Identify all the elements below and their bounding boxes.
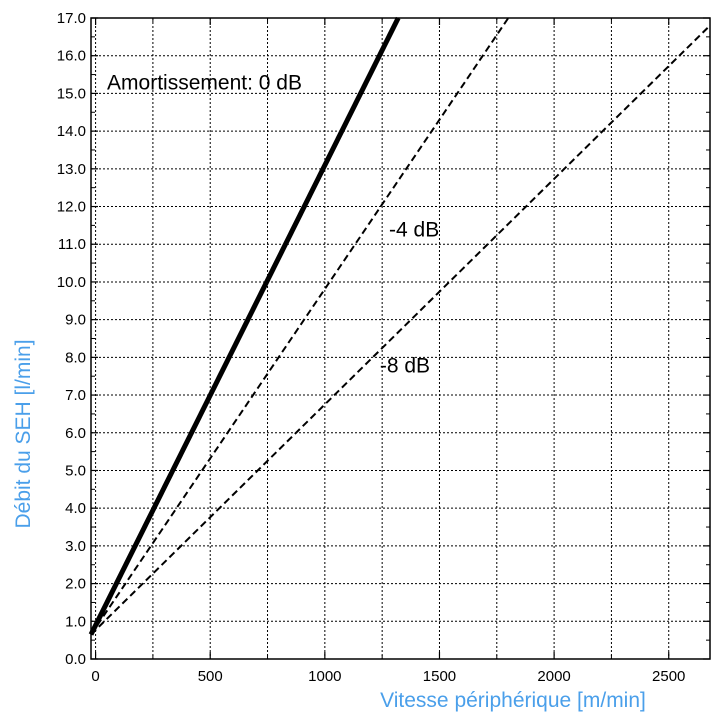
series-line-0 bbox=[88, 16, 401, 636]
y-tick-label: 3.0 bbox=[65, 538, 86, 555]
y-tick-label: 9.0 bbox=[65, 312, 86, 329]
y-tick-label: 7.0 bbox=[65, 387, 86, 404]
x-tick-label: 500 bbox=[198, 668, 223, 685]
y-tick-label: 1.0 bbox=[65, 613, 86, 630]
y-tick-label: 2.0 bbox=[65, 576, 86, 593]
annotation-label-2: -8 dB bbox=[380, 354, 430, 377]
y-tick-label: 10.0 bbox=[57, 274, 86, 291]
series-line-1 bbox=[90, 17, 510, 636]
x-tick-label: 1000 bbox=[308, 668, 341, 685]
series-line-2 bbox=[90, 24, 711, 636]
x-tick-label: 1500 bbox=[423, 668, 456, 685]
tick-labels: 0.0 1.0 2.0 3.0 4.0 5.0 6.0 7.0 8.0 9.0 10.0 11.0 12… bbox=[57, 10, 686, 685]
y-tick-label: 0.0 bbox=[65, 651, 86, 668]
y-tick-label: 14.0 bbox=[57, 123, 86, 140]
x-tick-label: 2000 bbox=[537, 668, 570, 685]
y-tick-label: 12.0 bbox=[57, 199, 86, 216]
y-tick-label: 5.0 bbox=[65, 462, 86, 479]
x-axis-title: Vitesse périphérique [m/min] bbox=[380, 689, 646, 712]
y-axis-title: Débit du SEH [l/min] bbox=[12, 339, 35, 528]
grid-lines bbox=[91, 18, 710, 659]
y-tick-label: 17.0 bbox=[57, 10, 86, 27]
series-lines bbox=[88, 16, 711, 636]
y-tick-label: 6.0 bbox=[65, 425, 86, 442]
annotations: Amortissement: 0 dB -4 dB -8 dB bbox=[107, 72, 439, 378]
y-tick-label: 16.0 bbox=[57, 48, 86, 65]
y-tick-label: 4.0 bbox=[65, 500, 86, 517]
annotation-label-1: -4 dB bbox=[389, 219, 439, 242]
annotation-label-0: Amortissement: 0 dB bbox=[107, 72, 302, 95]
x-tick-label: 2500 bbox=[652, 668, 685, 685]
x-tick-label: 0 bbox=[91, 668, 99, 685]
y-tick-label: 11.0 bbox=[58, 236, 86, 253]
y-tick-label: 15.0 bbox=[57, 85, 86, 102]
axis-ticks bbox=[91, 17, 710, 660]
y-tick-label: 13.0 bbox=[57, 161, 86, 178]
plot-frame bbox=[90, 17, 711, 660]
y-tick-label: 8.0 bbox=[65, 349, 86, 366]
